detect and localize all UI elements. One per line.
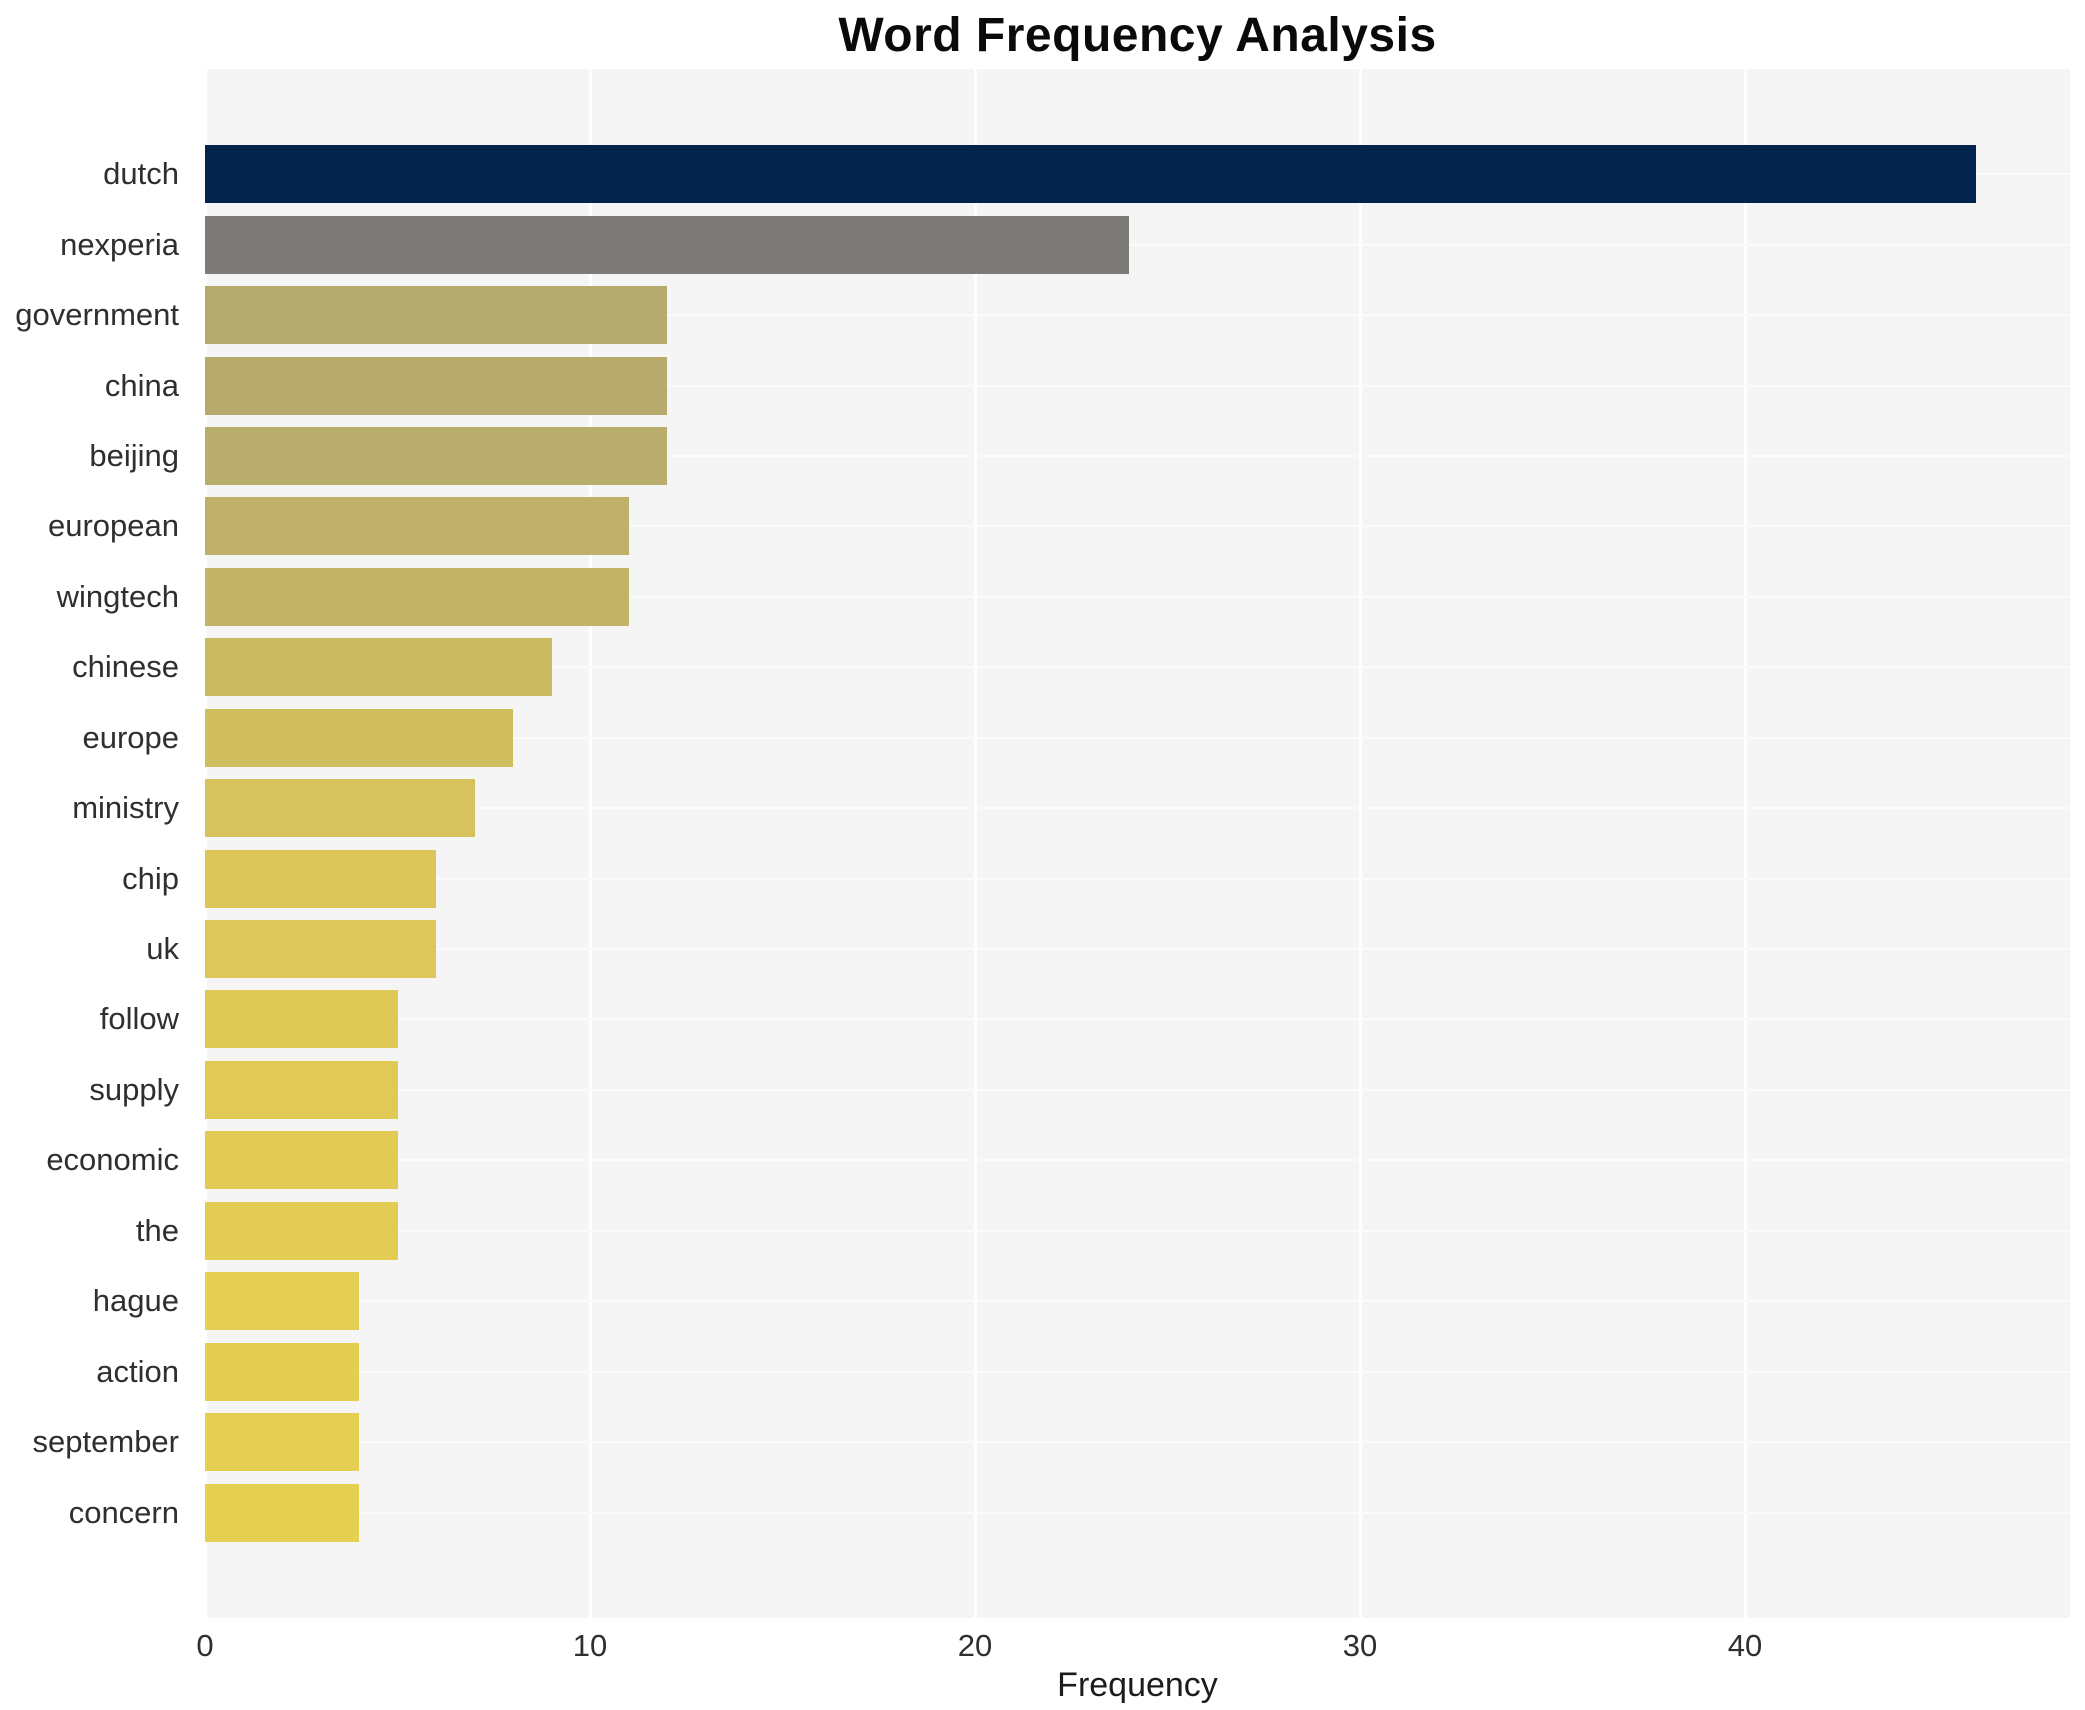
bar-chip [205, 849, 436, 908]
category-label-follow: follow [99, 1001, 179, 1037]
category-label-chip: chip [122, 860, 179, 896]
bar-beijing [205, 426, 667, 485]
bar-row [205, 1477, 2070, 1547]
bar-nexperia [205, 215, 1129, 274]
chart-title: Word Frequency Analysis [838, 9, 1437, 62]
bar-rows [205, 69, 2070, 1618]
horizontal-gridline [205, 948, 2070, 951]
bar-row [205, 280, 2070, 350]
category-label-europe: europe [82, 719, 179, 755]
category-label-chinese: chinese [72, 649, 179, 685]
bar-european [205, 497, 629, 556]
bar-dutch [205, 145, 1976, 204]
horizontal-gridline [205, 666, 2070, 669]
horizontal-gridline [205, 877, 2070, 880]
horizontal-gridline [205, 1229, 2070, 1232]
category-label-action: action [96, 1353, 179, 1389]
x-axis-title: Frequency [1057, 1666, 1218, 1704]
bar-row [205, 209, 2070, 279]
horizontal-gridline [205, 807, 2070, 810]
horizontal-gridline [205, 384, 2070, 387]
bar-row [205, 632, 2070, 702]
category-label-supply: supply [89, 1071, 179, 1107]
category-label-ministry: ministry [72, 790, 179, 826]
horizontal-gridline [205, 525, 2070, 528]
x-tick-label-40: 40 [1727, 1628, 1763, 1663]
horizontal-gridline [205, 1511, 2070, 1514]
category-label-beijing: beijing [89, 437, 179, 473]
category-label-government: government [15, 297, 179, 333]
category-label-uk: uk [146, 931, 179, 967]
bar-ministry [205, 779, 475, 838]
bar-economic [205, 1131, 398, 1190]
x-tick-label-20: 20 [957, 1628, 993, 1663]
horizontal-gridline [205, 243, 2070, 246]
category-label-the: the [135, 1212, 179, 1248]
horizontal-gridline [205, 595, 2070, 598]
horizontal-gridline [205, 1088, 2070, 1091]
bar-wingtech [205, 567, 629, 626]
horizontal-gridline [205, 1159, 2070, 1162]
category-label-september: september [32, 1424, 179, 1460]
bar-row [205, 984, 2070, 1054]
bar-row [205, 914, 2070, 984]
vertical-gridline [203, 69, 207, 1618]
bar-hague [205, 1272, 359, 1331]
horizontal-gridline [205, 1018, 2070, 1021]
bar-uk [205, 920, 436, 979]
horizontal-gridline [205, 454, 2070, 457]
category-label-china: china [104, 367, 179, 403]
bar-europe [205, 708, 513, 767]
bar-follow [205, 990, 398, 1049]
bar-supply [205, 1060, 398, 1119]
bar-row [205, 1125, 2070, 1195]
bar-the [205, 1201, 398, 1260]
category-label-nexperia: nexperia [60, 226, 179, 262]
vertical-gridline [1358, 69, 1362, 1618]
bar-row [205, 843, 2070, 913]
bar-row [205, 350, 2070, 420]
category-label-wingtech: wingtech [56, 578, 179, 614]
bar-concern [205, 1483, 359, 1542]
horizontal-gridline [205, 736, 2070, 739]
category-label-european: european [47, 508, 179, 544]
vertical-gridline [588, 69, 592, 1618]
bar-china [205, 356, 667, 415]
bar-row [205, 421, 2070, 491]
category-label-concern: concern [68, 1494, 179, 1530]
y-axis-category-labels: dutch nexperia government china beijing europ… [0, 69, 193, 1618]
bar-chinese [205, 638, 552, 697]
bar-row [205, 562, 2070, 632]
x-tick-label-30: 30 [1342, 1628, 1378, 1663]
plot-area [203, 69, 2070, 1618]
bar-action [205, 1342, 359, 1401]
horizontal-gridline [205, 314, 2070, 317]
bar-row [205, 1055, 2070, 1125]
bar-government [205, 286, 667, 345]
bar-row [205, 1196, 2070, 1266]
bar-september [205, 1413, 359, 1472]
category-label-hague: hague [92, 1283, 179, 1319]
category-label-economic: economic [46, 1142, 179, 1178]
vertical-gridline [973, 69, 977, 1618]
horizontal-gridline [205, 1300, 2070, 1303]
bar-row [205, 1407, 2070, 1477]
horizontal-gridline [205, 1370, 2070, 1373]
bar-row [205, 1336, 2070, 1406]
bar-row [205, 1266, 2070, 1336]
category-label-dutch: dutch [103, 156, 179, 192]
vertical-gridline [1743, 69, 1747, 1618]
bar-row [205, 773, 2070, 843]
bar-row [205, 703, 2070, 773]
bar-row [205, 491, 2070, 561]
x-tick-label-10: 10 [572, 1628, 608, 1663]
horizontal-gridline [205, 1441, 2070, 1444]
x-tick-label-0: 0 [196, 1628, 214, 1663]
bar-row [205, 139, 2070, 209]
